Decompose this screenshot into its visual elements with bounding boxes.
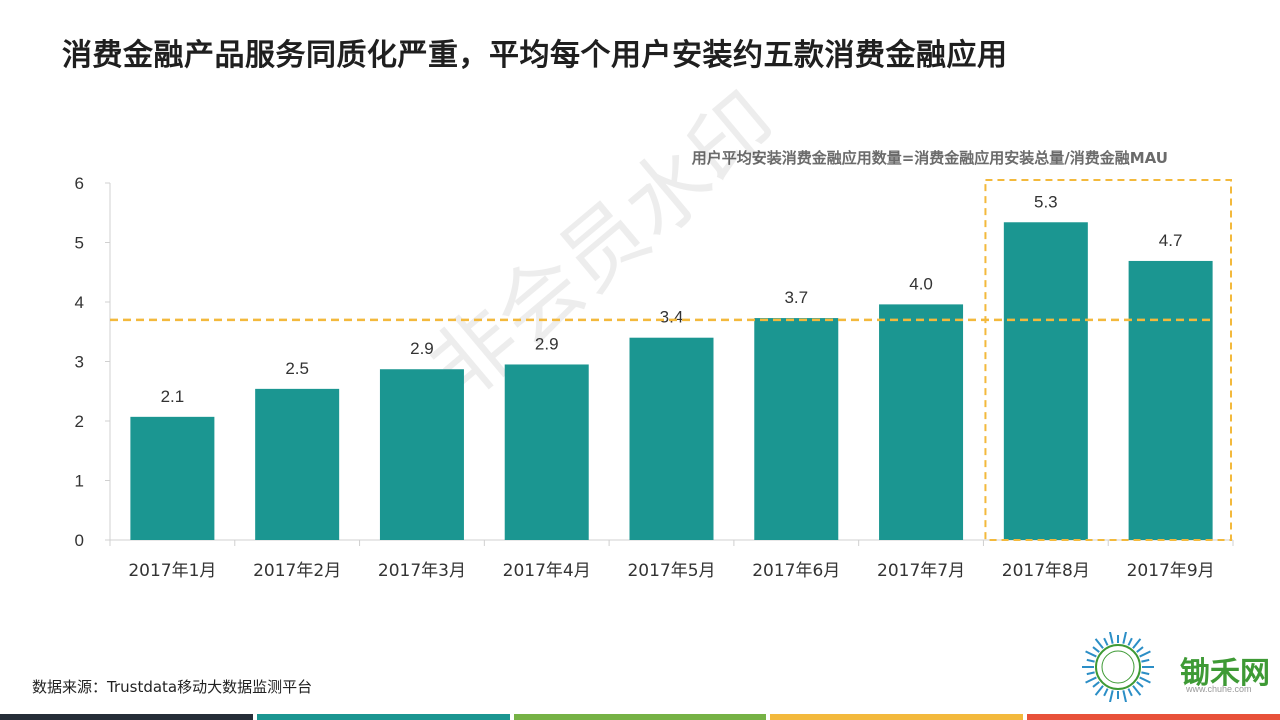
- y-tick-label: 1: [75, 472, 84, 491]
- bar: [629, 337, 714, 540]
- bar: [1003, 222, 1088, 540]
- x-tick-label: 2017年9月: [1127, 561, 1215, 581]
- bar: [879, 304, 964, 540]
- x-tick-label: 2017年1月: [128, 561, 216, 581]
- formula-note: 用户平均安装消费金融应用数量=消费金融应用安装总量/消费金融MAU: [691, 149, 1168, 167]
- highlight-box: [984, 179, 1233, 541]
- footer-segment: [1027, 714, 1280, 720]
- y-tick-label: 2: [75, 412, 84, 431]
- footer-segment: [513, 714, 767, 720]
- data-label: 2.1: [161, 387, 185, 406]
- footer-color-bar: [0, 714, 1280, 720]
- bar: [255, 388, 340, 540]
- bar: [379, 369, 464, 540]
- x-tick-label: 2017年2月: [253, 561, 341, 581]
- y-tick-label: 5: [75, 234, 84, 253]
- data-label: 4.7: [1159, 231, 1183, 250]
- y-tick-label: 3: [75, 353, 84, 372]
- x-tick-label: 2017年6月: [752, 561, 840, 581]
- bar: [504, 364, 589, 540]
- data-label: 2.9: [410, 339, 434, 358]
- bar: [754, 318, 839, 540]
- y-tick-label: 0: [75, 531, 84, 550]
- x-tick-label: 2017年3月: [378, 561, 466, 581]
- x-tick-label: 2017年5月: [627, 561, 715, 581]
- data-label: 3.7: [784, 288, 808, 307]
- x-tick-label: 2017年4月: [503, 561, 591, 581]
- footer-segment: [256, 714, 510, 720]
- x-tick-label: 2017年8月: [1002, 561, 1090, 581]
- y-tick-label: 4: [75, 293, 84, 312]
- logo-url: www.chuhe.com: [1186, 684, 1252, 694]
- page-title: 消费金融产品服务同质化严重，平均每个用户安装约五款消费金融应用: [62, 38, 1008, 73]
- bar-chart: 0 1 2 3 4 5 6 2.1 2017年1月 2.5 2017年2月 2.9 2017年3月 2.9…: [75, 174, 1234, 581]
- data-label: 2.9: [535, 334, 559, 353]
- y-tick-label: 6: [75, 174, 84, 193]
- bar: [1128, 260, 1213, 540]
- data-label: 2.5: [285, 359, 309, 378]
- data-label: 5.3: [1034, 192, 1058, 211]
- data-source: 数据来源：Trustdata移动大数据监测平台: [32, 678, 313, 696]
- data-label: 3.4: [660, 308, 684, 327]
- footer-segment: [770, 714, 1024, 720]
- x-tick-label: 2017年7月: [877, 561, 965, 581]
- logo-name: 锄禾网: [1180, 656, 1270, 691]
- sun-logo-icon: [1082, 631, 1154, 703]
- footer-segment: [0, 714, 253, 720]
- data-label: 4.0: [909, 274, 933, 293]
- chuhe-logo: 锄禾网 www.chuhe.com: [1058, 631, 1270, 703]
- bar: [130, 416, 215, 540]
